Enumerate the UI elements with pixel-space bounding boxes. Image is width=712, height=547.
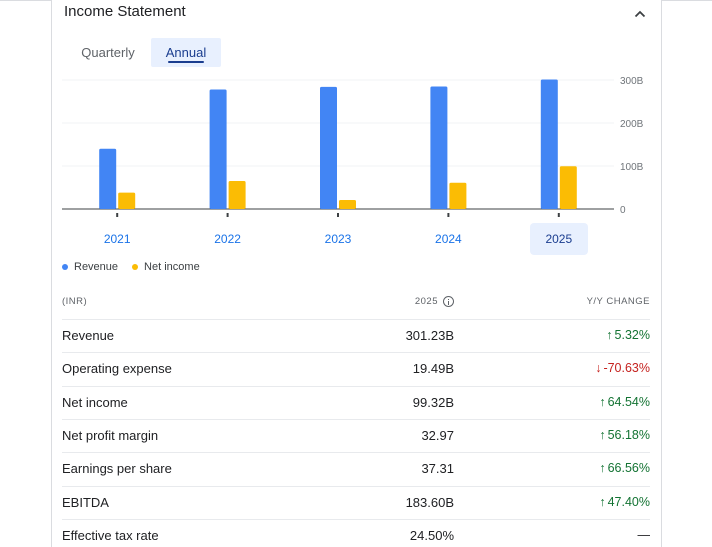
- row-change-value: 47.40%: [607, 494, 650, 509]
- chevron-up-icon[interactable]: [630, 4, 650, 24]
- tab-annual-label: Annual: [165, 45, 207, 60]
- legend-label-revenue: Revenue: [74, 261, 119, 273]
- revenue-bar[interactable]: [320, 86, 337, 209]
- legend-label-net-income: Net income: [144, 261, 200, 273]
- net-income-bar[interactable]: [118, 192, 136, 209]
- y-tick-label: 100B: [620, 162, 644, 173]
- row-value: 99.32B: [412, 394, 454, 410]
- row-change-value: —: [637, 527, 651, 542]
- x-tick-label[interactable]: 2024: [435, 232, 462, 246]
- net-income-bar[interactable]: [449, 182, 467, 209]
- row-label: Effective tax rate: [62, 527, 159, 543]
- row-label: Net profit margin: [62, 427, 159, 443]
- header-year-label: 2025: [414, 296, 438, 307]
- row-label: EBITDA: [62, 494, 109, 510]
- tab-quarterly-label: Quarterly: [81, 45, 135, 60]
- row-change: ↑ 5.32%: [606, 328, 650, 342]
- row-label: Net income: [62, 394, 128, 410]
- row-value: 37.31: [421, 461, 454, 477]
- row-change-value: 64.54%: [607, 394, 650, 409]
- legend-item-net-income: Net income: [132, 261, 200, 273]
- table-row: Operating expense 19.49B ↓ -70.63%: [62, 352, 650, 385]
- row-value: 301.23B: [405, 328, 454, 343]
- arrow-up-icon: ↑: [599, 427, 606, 442]
- row-change: ↑ 64.54%: [599, 395, 650, 409]
- x-tick-label[interactable]: 2022: [214, 232, 241, 246]
- revenue-bar[interactable]: [430, 86, 448, 209]
- y-tick-label: 300B: [620, 76, 644, 87]
- row-label: Earnings per share: [62, 461, 172, 477]
- legend-dot-net-income: [132, 264, 139, 270]
- x-tick-label[interactable]: 2021: [103, 232, 131, 246]
- row-change-value: 5.32%: [614, 328, 650, 342]
- row-change: ↑ 47.40%: [599, 495, 650, 509]
- legend-item-revenue: Revenue: [62, 261, 118, 273]
- legend-dot-revenue: [62, 264, 68, 270]
- x-tick-label[interactable]: 2023: [324, 232, 352, 246]
- table-header: (INR) 2025 Y/Y CHANGE: [62, 296, 650, 312]
- row-value: 24.50%: [409, 527, 454, 543]
- header-currency: (INR): [62, 296, 88, 307]
- table-row: Net income 99.32B ↑ 64.54%: [62, 385, 650, 419]
- revenue-bar[interactable]: [540, 79, 558, 209]
- row-change-value: -70.63%: [603, 361, 650, 376]
- revenue-bar[interactable]: [99, 148, 117, 209]
- income-statement-card: Income Statement Quarterly Annual: [51, 0, 662, 547]
- row-change-value: 66.56%: [607, 461, 650, 476]
- net-income-bar[interactable]: [339, 199, 356, 209]
- table-row: EBITDA 183.60B ↑ 47.40%: [62, 485, 650, 519]
- net-income-bar[interactable]: [228, 181, 246, 209]
- row-label: Revenue: [62, 328, 115, 343]
- row-change: ↑ 66.56%: [599, 461, 650, 475]
- info-icon[interactable]: [443, 296, 454, 307]
- arrow-up-icon: ↑: [599, 394, 606, 409]
- arrow-down-icon: ↓: [595, 361, 602, 376]
- row-change: ↓ -70.63%: [595, 361, 650, 375]
- row-change: —: [638, 528, 651, 542]
- y-tick-label: 200B: [620, 119, 644, 130]
- y-tick-label: 0: [620, 205, 626, 216]
- x-tick-label[interactable]: 2025: [529, 223, 588, 255]
- table-row: Net profit margin 32.97 ↑ 56.18%: [62, 418, 650, 452]
- net-income-bar[interactable]: [559, 166, 577, 209]
- income-bar-chart: 0 100B 200B 300B: [62, 76, 644, 217]
- chart-legend: Revenue Net income: [62, 261, 200, 273]
- table-row: Earnings per share 37.31 ↑ 66.56%: [62, 452, 650, 485]
- active-tab-indicator: [168, 61, 204, 63]
- row-change-value: 56.18%: [607, 427, 650, 442]
- arrow-up-icon: ↑: [599, 461, 606, 476]
- tab-quarterly[interactable]: Quarterly: [68, 38, 148, 67]
- row-value: 183.60B: [405, 494, 454, 510]
- row-change: ↑ 56.18%: [599, 428, 650, 442]
- table-row: Revenue 301.23B ↑ 5.32%: [62, 319, 650, 352]
- table-row: Effective tax rate 24.50% —: [62, 518, 651, 547]
- row-value: 19.49B: [412, 361, 454, 377]
- arrow-up-icon: ↑: [599, 494, 606, 509]
- header-change: Y/Y CHANGE: [586, 296, 650, 307]
- row-value: 32.97: [421, 427, 454, 443]
- revenue-bar[interactable]: [209, 89, 227, 209]
- arrow-up-icon: ↑: [606, 328, 613, 342]
- card-title: Income Statement: [64, 3, 186, 20]
- row-label: Operating expense: [62, 361, 172, 377]
- header-year: 2025: [415, 296, 454, 307]
- tab-annual[interactable]: Annual: [151, 38, 221, 67]
